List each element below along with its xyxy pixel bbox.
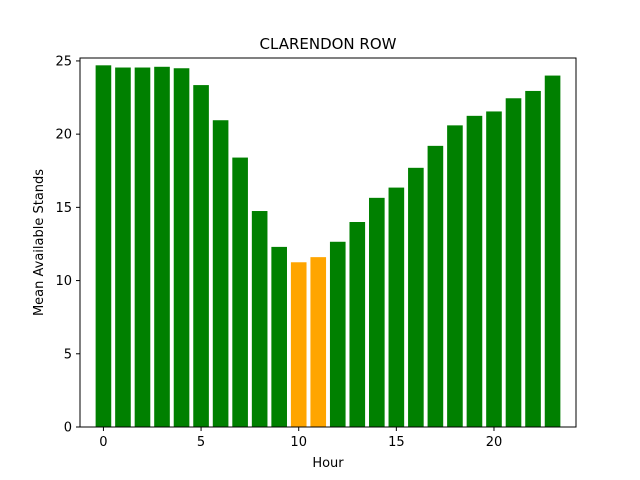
x-tick-label: 0 (99, 435, 107, 450)
bar (95, 65, 112, 427)
y-axis-ticks: 0 5 10 15 20 25 (55, 54, 80, 436)
y-tick-label: 0 (64, 421, 72, 436)
bar-highlighted (310, 257, 327, 427)
y-tick-label: 5 (64, 347, 72, 362)
x-tick-label: 10 (290, 435, 307, 450)
bar (369, 197, 385, 427)
x-tick-label: 15 (388, 435, 405, 450)
y-tick-label: 20 (55, 128, 72, 143)
bar (232, 157, 248, 427)
bars-group (95, 65, 561, 428)
bar (388, 187, 405, 427)
bar (544, 75, 561, 427)
bar-highlighted (290, 262, 307, 427)
bar (349, 222, 366, 427)
bar (408, 167, 424, 427)
bar (466, 115, 483, 427)
chart-title: CLARENDON ROW (260, 35, 397, 53)
bar (251, 211, 268, 427)
bar (134, 67, 151, 428)
bar (447, 125, 463, 428)
bar (427, 145, 444, 428)
bar (505, 98, 522, 428)
x-axis-label: Hour (312, 456, 344, 471)
bar (271, 246, 287, 427)
bar (486, 111, 502, 427)
x-tick-label: 5 (197, 435, 205, 450)
plot-area-frame (79, 57, 577, 428)
y-axis-label: Mean Available Stands (32, 169, 47, 316)
x-tick-label: 20 (486, 435, 503, 450)
bar (329, 241, 346, 427)
bar (193, 85, 209, 427)
y-tick-label: 25 (55, 54, 72, 69)
bar (212, 120, 229, 427)
bar (525, 90, 541, 427)
y-tick-label: 15 (55, 201, 72, 216)
x-axis-ticks: 0 5 10 15 20 (99, 427, 502, 450)
y-tick-label: 10 (55, 274, 72, 289)
bar (154, 66, 170, 427)
bar (115, 67, 131, 428)
bar (173, 68, 190, 427)
